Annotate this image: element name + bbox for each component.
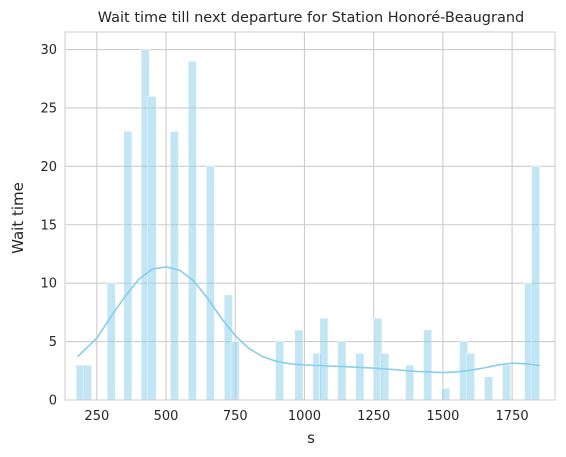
y-tick-label: 5 [49,335,57,350]
x-tick-label: 1000 [288,409,321,424]
histogram-bar [106,282,116,401]
y-tick-label: 25 [40,101,57,116]
x-axis-label: s [307,429,315,447]
x-tick-label: 1750 [496,409,529,424]
y-tick-label: 15 [40,218,57,233]
x-tick-label: 750 [223,409,248,424]
histogram-bar [205,166,215,401]
histogram-bar [337,341,347,401]
histogram-bar [466,352,476,401]
histogram-bar [230,341,240,401]
x-tick-labels: 250 500 750 1000 1250 1500 1750 [84,409,528,424]
x-tick-label: 250 [84,409,109,424]
y-tick-label: 30 [40,43,57,58]
x-tick-label: 1250 [357,409,390,424]
histogram-bar [169,131,179,401]
x-tick-label: 1500 [426,409,459,424]
kde-line [76,266,540,374]
chart-title: Wait time till next departure for Statio… [98,10,525,26]
histogram-bar [502,364,512,401]
histogram-bar [423,329,433,401]
histogram-bar [484,376,494,401]
histogram-bar [441,388,451,401]
y-tick-label: 20 [40,160,57,175]
histogram-bar [147,95,157,401]
y-axis-label: Wait time [9,182,27,254]
histogram-bar [187,60,197,401]
histogram-bar [319,317,329,401]
histogram-bar [123,131,133,401]
histogram-bar [380,352,390,401]
histogram-bar [355,352,365,401]
histogram-bar [82,364,92,401]
histogram-bars [75,49,541,401]
plot-frame [64,31,556,401]
y-tick-label: 10 [40,277,57,292]
histogram-bar [275,341,285,401]
y-tick-label: 0 [49,394,57,409]
x-tick-label: 500 [154,409,179,424]
y-tick-labels: 0 5 10 15 20 25 30 [40,43,57,408]
